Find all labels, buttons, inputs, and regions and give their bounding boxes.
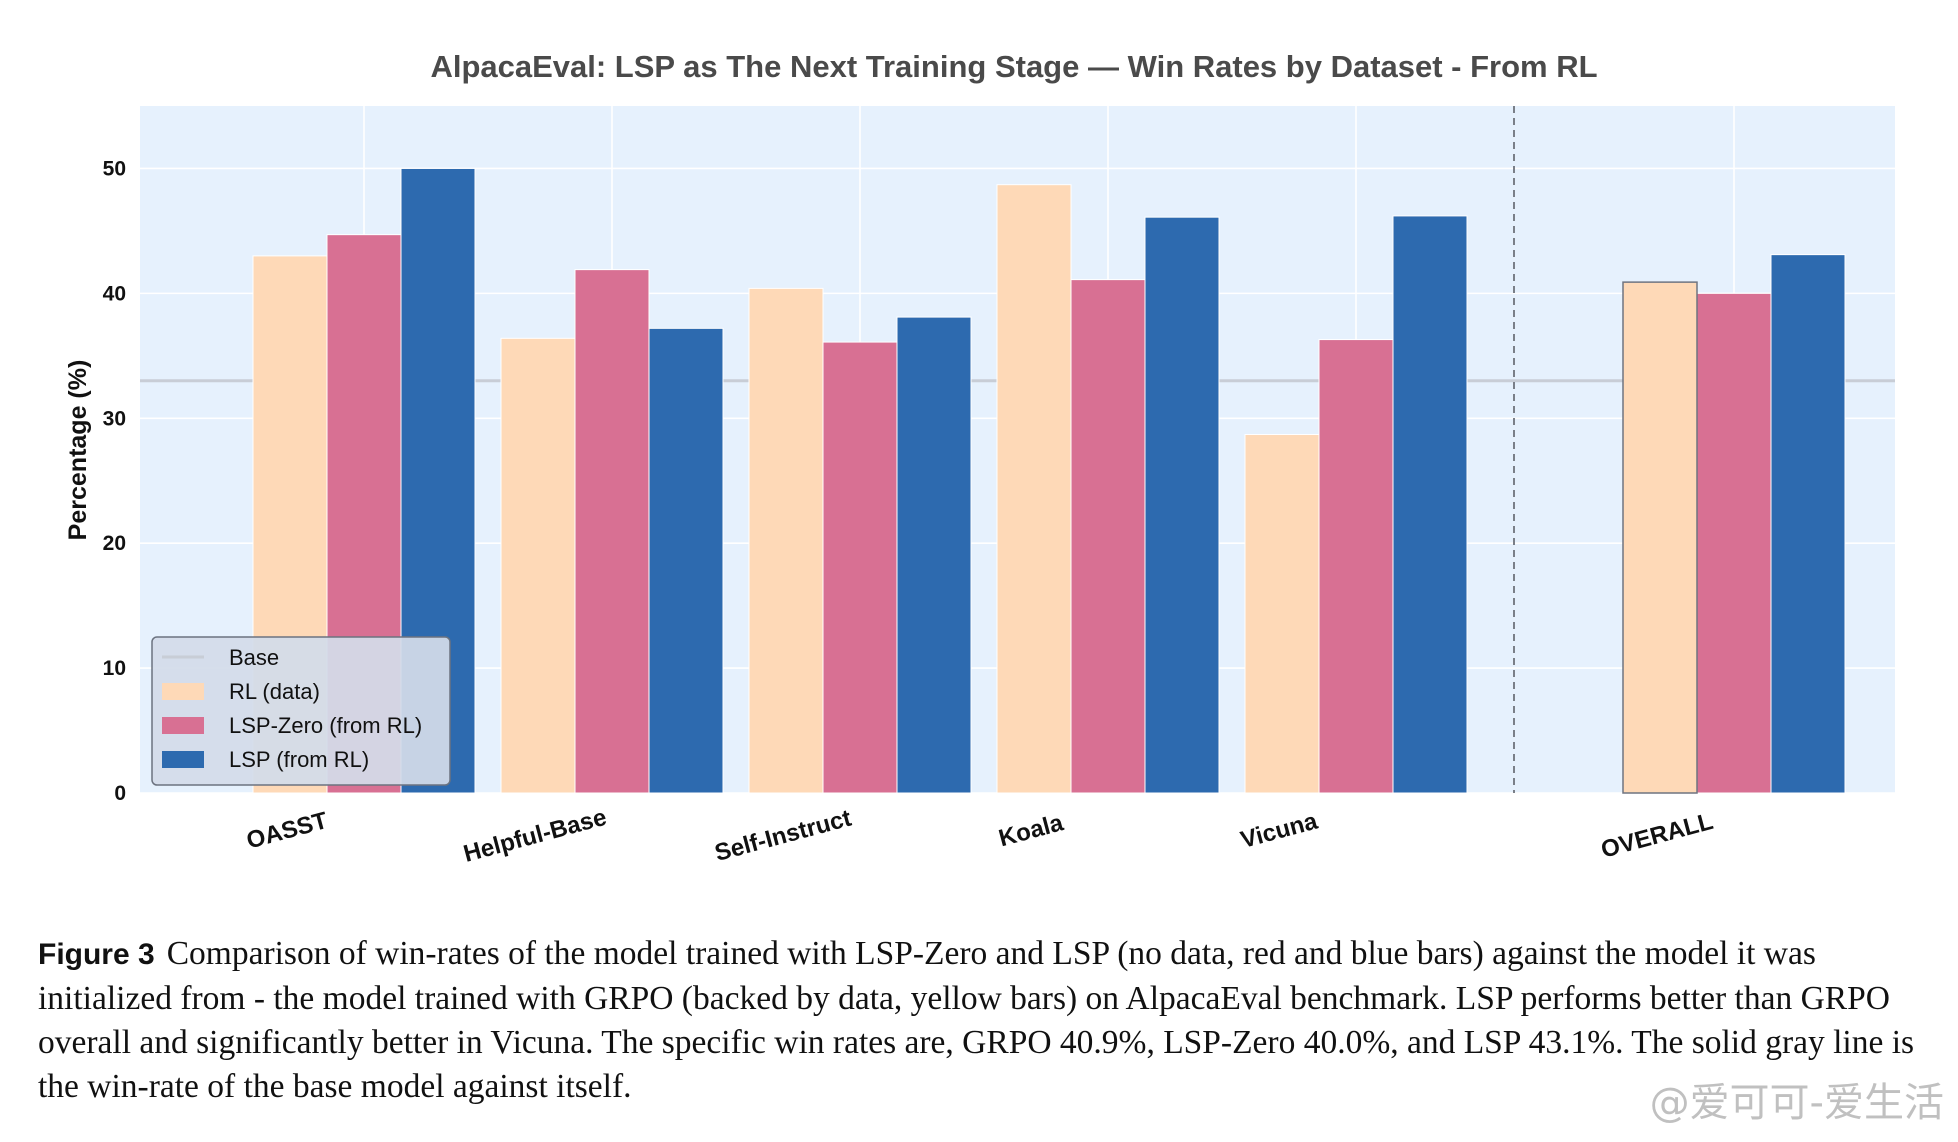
bar-lsp-from-rl-helpful-base (648, 327, 724, 794)
bar-lsp-zero-from-rl-overall (1696, 292, 1772, 794)
bar-rl-data-self-instruct (748, 287, 824, 794)
y-axis-label: Percentage (%) (64, 360, 92, 541)
caption-label: Figure 3 (38, 938, 155, 971)
legend-label-lsp-zero-from-rl: LSP-Zero (from RL) (229, 713, 422, 738)
y-tick-label-50: 50 (103, 157, 126, 180)
bar-lsp-zero-from-rl-vicuna (1318, 339, 1394, 794)
legend-box (151, 636, 451, 786)
bar-chart: AlpacaEval: LSP as The Next Training Sta… (64, 49, 1895, 868)
y-tick-label-0: 0 (114, 782, 126, 805)
bar-lsp-zero-from-rl-koala (1070, 279, 1146, 794)
x-tick-label-helpful-base: Helpful-Base (461, 804, 610, 868)
figure-caption: Figure 3 Comparison of win-rates of the m… (38, 932, 1930, 1109)
bar-lsp-from-rl-vicuna (1392, 215, 1468, 794)
legend-label-lsp-from-rl: LSP (from RL) (229, 747, 369, 772)
bar-lsp-zero-from-rl-helpful-base (574, 269, 650, 794)
y-tick-label-10: 10 (103, 657, 126, 680)
bar-rl-data-overall (1622, 281, 1698, 794)
x-tick-label-koala: Koala (996, 809, 1067, 852)
watermark: @爱可可-爱生活 (1649, 1080, 1944, 1126)
chart-title: AlpacaEval: LSP as The Next Training Sta… (430, 49, 1597, 84)
bar-lsp-zero-from-rl-self-instruct (822, 341, 898, 794)
legend-label-rl-data: RL (data) (229, 679, 320, 704)
bar-rl-data-vicuna (1244, 434, 1320, 794)
y-tick-label-40: 40 (103, 282, 126, 305)
legend-swatch-lsp-zero-from-rl (162, 717, 204, 734)
legend-swatch-lsp-from-rl (162, 751, 204, 768)
y-tick-label-20: 20 (103, 532, 126, 555)
bar-lsp-from-rl-overall (1770, 254, 1846, 794)
legend-label-base: Base (229, 645, 279, 670)
bar-lsp-from-rl-self-instruct (896, 316, 972, 794)
x-tick-label-oasst: OASST (244, 807, 331, 855)
legend-swatch-rl-data (162, 683, 204, 700)
caption-text: Comparison of win-rates of the model tra… (38, 935, 1915, 1105)
x-tick-label-vicuna: Vicuna (1238, 807, 1321, 854)
y-tick-label-30: 30 (103, 407, 126, 430)
bar-outline-overall (1622, 281, 1698, 794)
legend: Base RL (data) LSP-Zero (from RL) LSP (from… (151, 636, 451, 786)
bar-rl-data-helpful-base (500, 337, 576, 794)
bar-lsp-from-rl-koala (1144, 216, 1220, 794)
bar-rl-data-koala (996, 184, 1072, 794)
x-tick-label-self-instruct: Self-Instruct (712, 805, 854, 867)
x-tick-label-overall: OVERALL (1598, 808, 1716, 864)
